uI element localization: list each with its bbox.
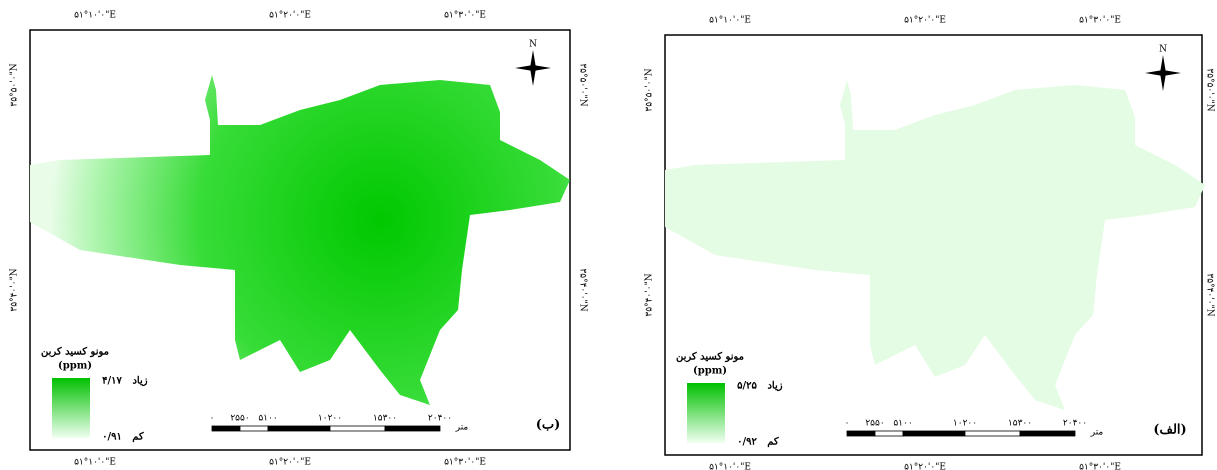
legend-low-label: کم bbox=[767, 437, 779, 448]
scale-bar-tick: ۲۵۵۰ bbox=[865, 419, 884, 429]
legend-low-label: کم bbox=[132, 432, 144, 443]
legend-high-label: زیاد bbox=[767, 381, 782, 392]
scale-bar-segment bbox=[329, 425, 386, 432]
scale-bar-tick: ۱۵۳۰۰ bbox=[1008, 419, 1032, 429]
scale-bar-segment bbox=[384, 425, 441, 432]
scale-bar-tick: ۵۱۰۰ bbox=[893, 419, 912, 429]
legend-unit: (ppm) bbox=[58, 361, 92, 372]
scale-bar-tick: ۲۵۵۰ bbox=[230, 414, 249, 424]
scale-bar-unit: متر bbox=[455, 423, 469, 433]
panel-label: (الف) bbox=[1153, 423, 1186, 438]
longitude-label: ۵۱°۳۰'۰"E bbox=[1079, 16, 1121, 26]
scale-bar-segment bbox=[902, 430, 966, 437]
scale-bar-segment bbox=[239, 425, 269, 432]
scale-bar-tick: ۵۱۰۰ bbox=[258, 414, 277, 424]
legend-title: مونو کسید کربن bbox=[676, 352, 744, 363]
legend-ramp bbox=[52, 378, 90, 438]
longitude-label: ۵۱°۲۰'۰"E bbox=[269, 11, 311, 21]
longitude-label: ۵۱°۳۰'۰"E bbox=[444, 11, 486, 21]
scale-bar-segment bbox=[874, 430, 904, 437]
longitude-label: ۵۱°۱۰'۰"E bbox=[74, 11, 116, 21]
study-area bbox=[665, 80, 1205, 410]
latitude-label: ۳۵°۵۰'۰"N bbox=[578, 63, 588, 106]
latitude-label: ۳۵°۴۰'۰"N bbox=[10, 268, 20, 311]
scale-bar-segment bbox=[964, 430, 1021, 437]
legend-ramp bbox=[687, 383, 725, 443]
map-panel: ۵۱°۱۰'۰"E ۵۱°۱۰'۰"E ۵۱°۲۰'۰"E ۵۱°۲۰'۰"E ۵۱°۳… bbox=[10, 11, 588, 468]
north-label: N bbox=[1159, 45, 1167, 55]
longitude-label: ۵۱°۱۰'۰"E bbox=[709, 463, 751, 470]
latitude-label: ۳۵°۵۰'۰"N bbox=[645, 68, 655, 111]
legend-title: مونو کسید کربن bbox=[41, 347, 109, 358]
scale-bar-segment bbox=[1019, 430, 1076, 437]
longitude-label: ۵۱°۲۰'۰"E bbox=[269, 458, 311, 468]
latitude-label: ۳۵°۵۰'۰"N bbox=[1205, 68, 1215, 111]
legend-low-value: ۰/۹۲ bbox=[737, 437, 757, 448]
north-arrow bbox=[1145, 70, 1181, 76]
study-area bbox=[30, 75, 570, 405]
scale-bar-tick: ۲۰۴۰۰ bbox=[428, 414, 452, 424]
latitude-label: ۳۵°۴۰'۰"N bbox=[578, 268, 588, 311]
longitude-label: ۵۱°۱۰'۰"E bbox=[74, 458, 116, 468]
scale-bar-segment bbox=[211, 425, 241, 432]
longitude-label: ۵۱°۳۰'۰"E bbox=[444, 458, 486, 468]
legend-high-value: ۵/۲۵ bbox=[737, 381, 757, 392]
latitude-label: ۳۵°۴۰'۰"N bbox=[1205, 273, 1215, 316]
scale-bar-tick: ۱۰۲۰۰ bbox=[953, 419, 977, 429]
legend-high-label: زیاد bbox=[132, 376, 147, 387]
longitude-label: ۵۱°۳۰'۰"E bbox=[1079, 463, 1121, 470]
scale-bar-tick: ۲۰۴۰۰ bbox=[1063, 419, 1087, 429]
latitude-label: ۳۵°۴۰'۰"N bbox=[645, 273, 655, 316]
scale-bar-tick: ۱۵۳۰۰ bbox=[373, 414, 397, 424]
scale-bar-tick: ۱۰۲۰۰ bbox=[318, 414, 342, 424]
north-arrow bbox=[515, 65, 551, 71]
legend-unit: (ppm) bbox=[693, 366, 727, 377]
scale-bar-segment bbox=[846, 430, 876, 437]
scale-bar-tick: ۰ bbox=[845, 419, 850, 429]
scale-bar-unit: متر bbox=[1090, 428, 1104, 438]
map-panel: ۵۱°۱۰'۰"E ۵۱°۱۰'۰"E ۵۱°۲۰'۰"E ۵۱°۲۰'۰"E ۵۱°۳… bbox=[645, 16, 1215, 470]
north-label: N bbox=[529, 40, 537, 50]
longitude-label: ۵۱°۲۰'۰"E bbox=[904, 463, 946, 470]
legend-low-value: ۰/۹۱ bbox=[102, 432, 122, 443]
legend-high-value: ۴/۱۷ bbox=[102, 376, 122, 387]
panel-label: (ب) bbox=[536, 418, 561, 433]
scale-bar-segment bbox=[267, 425, 331, 432]
longitude-label: ۵۱°۱۰'۰"E bbox=[709, 16, 751, 26]
latitude-label: ۳۵°۵۰'۰"N bbox=[10, 63, 20, 106]
longitude-label: ۵۱°۲۰'۰"E bbox=[904, 16, 946, 26]
scale-bar-tick: ۰ bbox=[210, 414, 215, 424]
